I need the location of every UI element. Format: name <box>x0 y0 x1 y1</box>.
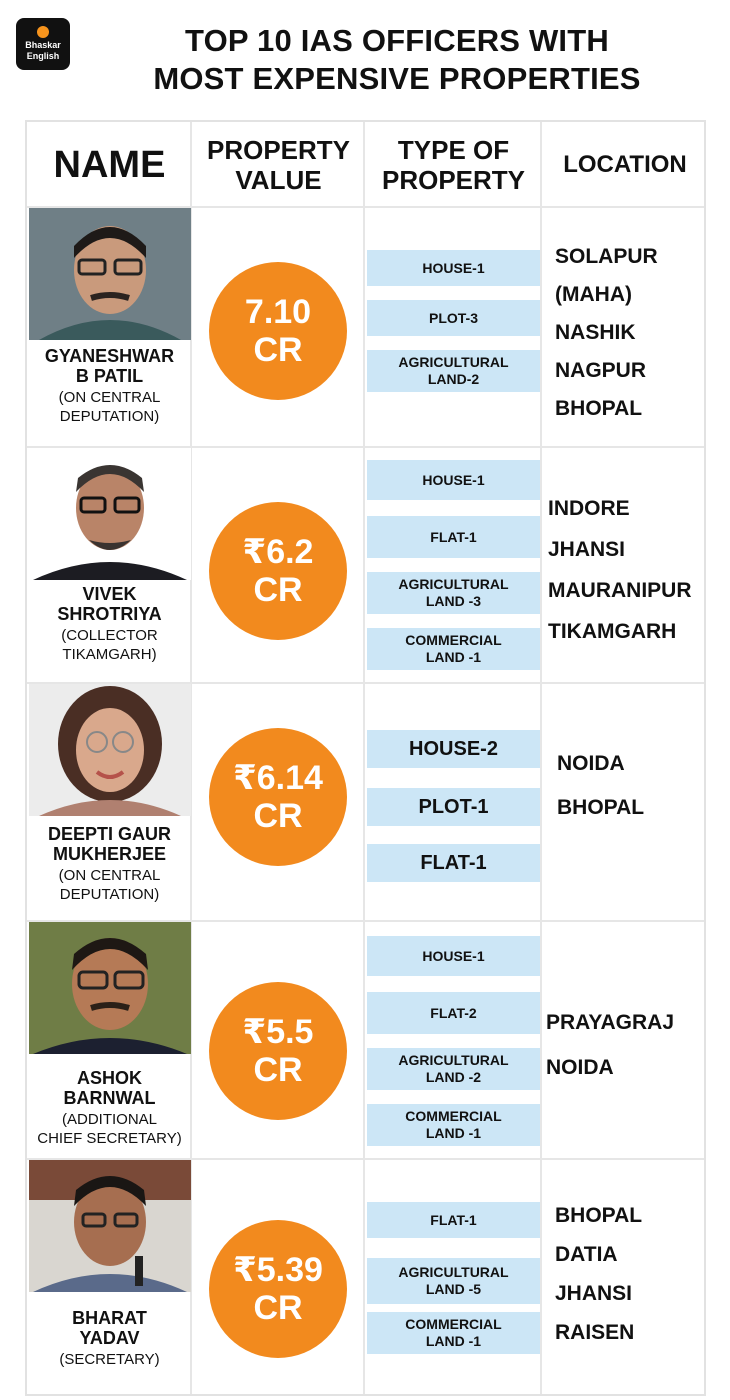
header-location: LOCATION <box>563 151 687 178</box>
officer-row: GYANESHWAR B PATIL (ON CENTRAL DEPUTATIO… <box>27 208 708 446</box>
portrait-icon <box>29 448 191 580</box>
column-divider <box>540 122 542 1394</box>
officer-photo <box>29 684 191 816</box>
property-type-item: COMMERCIAL LAND -1 <box>367 628 540 670</box>
property-type-item: HOUSE-2 <box>367 730 540 768</box>
officer-photo <box>29 922 191 1054</box>
property-value-badge: ₹6.14 CR <box>209 728 347 866</box>
row-divider <box>27 682 704 684</box>
column-divider <box>190 122 192 1394</box>
officer-name: GYANESHWAR B PATIL <box>44 346 175 386</box>
header-type-of-property: TYPE OF PROPERTY <box>381 135 526 195</box>
property-type-item: HOUSE-1 <box>367 460 540 500</box>
header-name: NAME <box>53 143 166 186</box>
property-value-badge: ₹6.2 CR <box>209 502 347 640</box>
property-type-item: AGRICULTURAL LAND-2 <box>367 350 540 392</box>
property-type-item: HOUSE-1 <box>367 250 540 286</box>
row-divider <box>27 206 704 208</box>
officer-row: DEEPTI GAUR MUKHERJEE (ON CENTRAL DEPUTA… <box>27 684 708 920</box>
property-type-item: AGRICULTURAL LAND -5 <box>367 1258 540 1304</box>
officer-name: ASHOK BARNWAL <box>63 1068 156 1108</box>
officer-role: (ON CENTRAL DEPUTATION) <box>58 867 161 903</box>
property-type-item: AGRICULTURAL LAND -3 <box>367 572 540 614</box>
row-divider <box>27 1158 704 1160</box>
portrait-icon <box>29 922 191 1054</box>
page-title: TOP 10 IAS OFFICERS WITH MOST EXPENSIVE … <box>80 22 714 98</box>
column-divider <box>363 122 365 1394</box>
portrait-icon <box>29 684 191 816</box>
property-type-item: FLAT-1 <box>367 844 540 882</box>
officer-role: (SECRETARY) <box>59 1351 160 1368</box>
officer-role: (COLLECTOR TIKAMGARH) <box>61 627 158 663</box>
officer-photo <box>29 448 191 580</box>
officer-photo <box>29 1160 191 1292</box>
property-type-item: HOUSE-1 <box>367 936 540 976</box>
property-type-item: AGRICULTURAL LAND -2 <box>367 1048 540 1090</box>
officer-name: BHARAT YADAV <box>72 1308 147 1348</box>
location-list: INDORE JHANSI MAURANIPUR TIKAMGARH <box>548 497 692 643</box>
title-line-1: TOP 10 IAS OFFICERS WITH <box>185 23 609 58</box>
officer-row: ASHOK BARNWAL (ADDITIONAL CHIEF SECRETAR… <box>27 922 708 1158</box>
property-value-badge: 7.10 CR <box>209 262 347 400</box>
officer-role: (ON CENTRAL DEPUTATION) <box>58 389 161 425</box>
property-value-badge: ₹5.5 CR <box>209 982 347 1120</box>
portrait-icon <box>29 1160 191 1292</box>
portrait-icon <box>29 208 191 340</box>
property-type-item: PLOT-3 <box>367 300 540 336</box>
row-divider <box>27 920 704 922</box>
officers-table: NAME PROPERTY VALUE TYPE OF PROPERTY LOCAT… <box>25 120 706 1396</box>
property-type-item: FLAT-1 <box>367 1202 540 1238</box>
property-type-item: FLAT-1 <box>367 516 540 558</box>
officer-row: BHARAT YADAV (SECRETARY) ₹5.39 CR FLAT-1… <box>27 1160 708 1396</box>
officer-photo <box>29 208 191 340</box>
property-type-item: COMMERCIAL LAND -1 <box>367 1312 540 1354</box>
logo-dot-icon <box>37 26 49 38</box>
property-type-item: PLOT-1 <box>367 788 540 826</box>
officer-role: (ADDITIONAL CHIEF SECRETARY) <box>37 1111 182 1147</box>
property-type-item: COMMERCIAL LAND -1 <box>367 1104 540 1146</box>
location-list: NOIDA BHOPAL <box>557 752 645 819</box>
officer-name: DEEPTI GAUR MUKHERJEE <box>47 824 171 864</box>
title-line-2: MOST EXPENSIVE PROPERTIES <box>153 61 641 96</box>
row-divider <box>27 446 704 448</box>
officer-row: VIVEK SHROTRIYA (COLLECTOR TIKAMGARH) ₹6… <box>27 448 708 682</box>
officer-name: VIVEK SHROTRIYA <box>57 584 162 624</box>
location-list: SOLAPUR (MAHA) NASHIK NAGPUR BHOPAL <box>555 245 658 420</box>
location-list: PRAYAGRAJ NOIDA <box>546 1011 674 1079</box>
header-property-value: PROPERTY VALUE <box>206 135 351 195</box>
property-type-item: FLAT-2 <box>367 992 540 1034</box>
logo-text: Bhaskar English <box>25 40 61 61</box>
brand-logo: Bhaskar English <box>16 18 70 70</box>
property-value-badge: ₹5.39 CR <box>209 1220 347 1358</box>
location-list: BHOPAL DATIA JHANSI RAISEN <box>555 1204 643 1344</box>
